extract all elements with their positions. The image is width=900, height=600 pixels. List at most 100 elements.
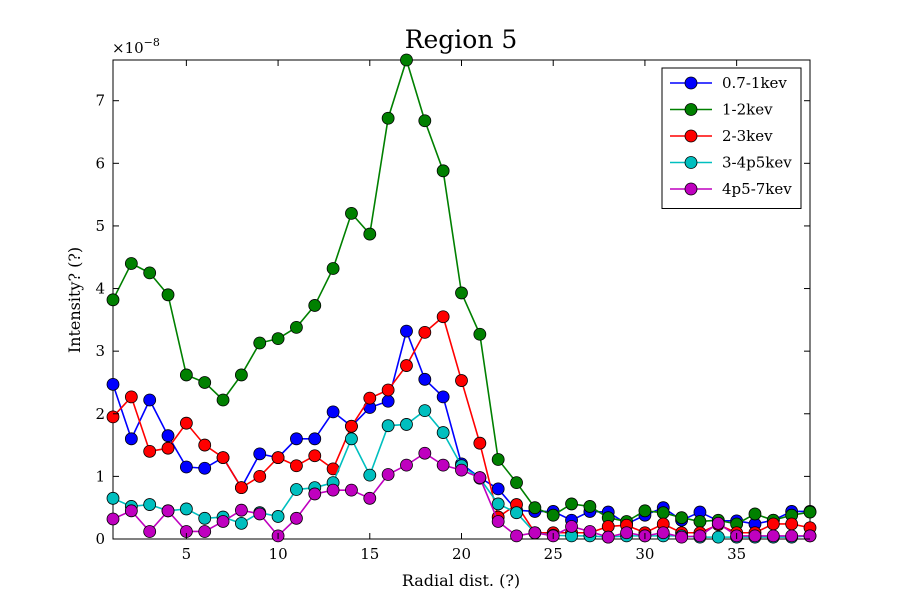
data-point <box>124 504 138 518</box>
y-axis-label: Intensity? (?) <box>65 247 84 353</box>
data-point <box>803 529 817 543</box>
legend-label: 4p5-7kev <box>722 180 792 198</box>
legend-item: 2-3kev <box>670 127 773 145</box>
data-point <box>326 483 340 497</box>
x-tick-label: 20 <box>452 545 471 563</box>
x-tick-label: 35 <box>727 545 746 563</box>
data-point <box>271 332 285 346</box>
data-point <box>179 460 193 474</box>
data-point <box>179 416 193 430</box>
legend-marker <box>684 182 698 196</box>
data-point <box>675 530 689 544</box>
data-point <box>693 515 707 528</box>
data-point <box>326 405 340 419</box>
data-point <box>675 511 689 525</box>
plot-area: 5 10 15 20 25 30 35 0 1 2 3 4 5 6 7 <box>95 53 817 563</box>
data-point <box>510 529 523 543</box>
y-tick-label: 3 <box>95 342 105 360</box>
legend-marker <box>684 76 698 90</box>
data-point <box>436 426 450 439</box>
legend-marker <box>684 156 698 169</box>
y-tick-label: 5 <box>95 217 105 235</box>
data-point <box>143 525 157 538</box>
data-point <box>106 293 120 307</box>
legend-label: 0.7-1kev <box>722 74 787 92</box>
data-point <box>345 207 358 220</box>
y-tick-label: 1 <box>95 467 105 485</box>
data-point <box>363 468 377 482</box>
data-point <box>381 383 395 397</box>
data-point <box>161 288 175 302</box>
data-point <box>290 511 303 525</box>
x-axis-label: Radial dist. (?) <box>402 571 520 590</box>
data-point <box>253 507 267 521</box>
data-point <box>345 419 358 433</box>
y-tick-label: 0 <box>95 530 105 548</box>
data-point <box>290 320 303 334</box>
data-point <box>418 372 432 386</box>
data-point <box>510 476 523 490</box>
x-tick-label: 30 <box>635 545 654 563</box>
data-point <box>583 500 597 513</box>
data-point <box>161 504 175 518</box>
data-point <box>565 520 578 533</box>
y-tick-label: 6 <box>95 154 105 172</box>
data-point <box>124 390 138 404</box>
data-point <box>234 516 248 530</box>
data-point <box>290 483 303 496</box>
data-point <box>400 324 413 338</box>
series-0.7-1kev <box>106 324 817 531</box>
data-point <box>363 491 377 505</box>
data-point <box>179 502 193 516</box>
x-tick-label: 25 <box>544 545 563 563</box>
y-multiplier: ×10−8 <box>112 36 160 57</box>
data-point <box>400 359 413 372</box>
data-point <box>234 503 248 517</box>
x-axis-ticks: 5 10 15 20 25 30 35 <box>182 60 746 563</box>
data-point <box>638 504 652 518</box>
data-point <box>381 394 395 408</box>
data-point <box>308 299 322 312</box>
data-point <box>473 436 487 450</box>
data-point <box>271 451 285 465</box>
data-point <box>455 286 468 300</box>
data-point <box>216 393 230 407</box>
data-point <box>234 368 248 382</box>
data-point <box>106 491 120 505</box>
data-point <box>418 446 432 460</box>
legend-item: 0.7-1kev <box>670 74 787 92</box>
chart-title: Region 5 <box>405 25 518 54</box>
data-point <box>455 463 468 477</box>
data-point <box>161 429 175 443</box>
data-point <box>418 404 432 418</box>
data-point <box>693 529 707 543</box>
data-point <box>198 376 212 389</box>
data-point <box>491 482 505 496</box>
data-point <box>198 525 212 538</box>
data-point <box>656 526 670 540</box>
y-tick-label: 7 <box>95 92 105 110</box>
series-layer <box>106 53 817 544</box>
data-point <box>234 481 248 495</box>
data-point <box>198 511 212 525</box>
data-point <box>198 461 212 475</box>
legend-label: 3-4p5kev <box>722 154 792 172</box>
data-point <box>473 327 487 341</box>
data-point <box>106 512 120 526</box>
data-point <box>345 432 358 446</box>
data-point <box>546 508 560 522</box>
data-point <box>785 517 799 531</box>
data-point <box>216 515 230 528</box>
data-point <box>473 471 487 485</box>
legend-item: 1-2kev <box>670 101 773 119</box>
data-point <box>785 529 799 543</box>
data-point <box>418 325 432 339</box>
data-point <box>253 447 267 461</box>
data-point <box>106 410 120 424</box>
series-line <box>112 328 810 525</box>
data-point <box>216 451 230 465</box>
data-point <box>620 526 633 540</box>
x-tick-label: 5 <box>182 545 192 563</box>
data-point <box>179 368 193 382</box>
data-point <box>436 164 450 178</box>
